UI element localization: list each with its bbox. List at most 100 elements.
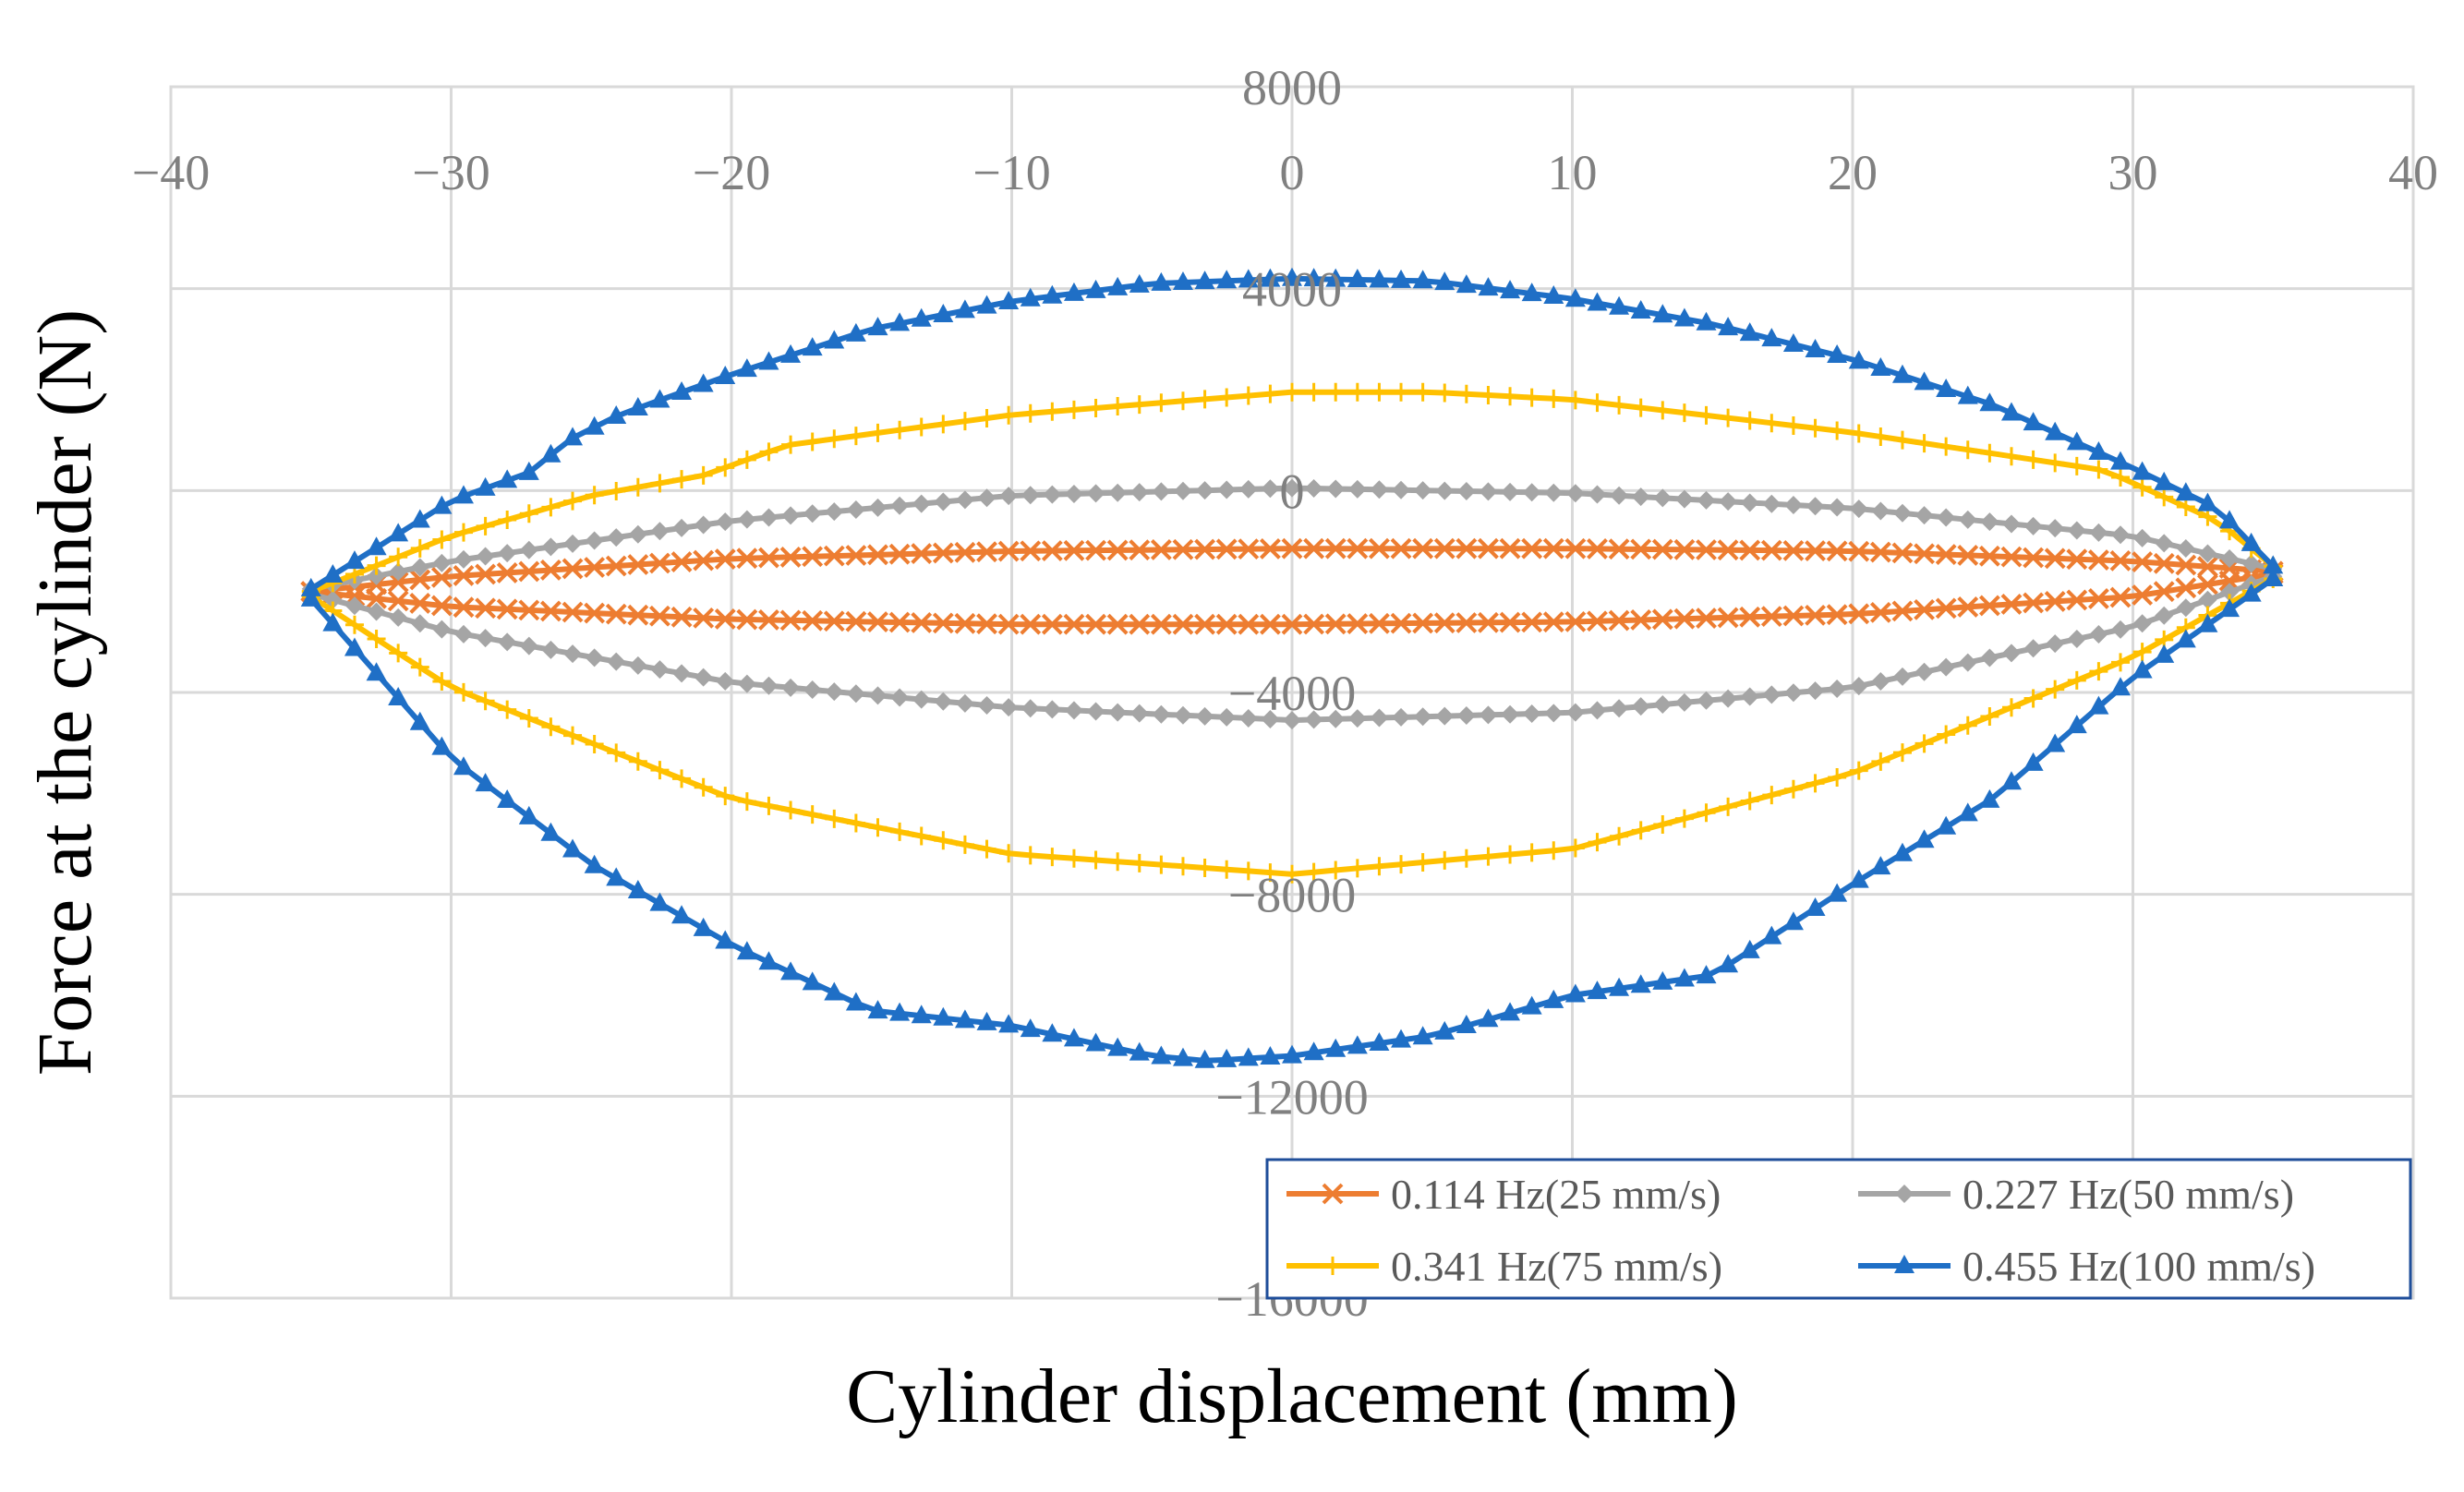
data-point	[2176, 538, 2195, 558]
data-point	[1630, 609, 1652, 631]
data-point	[1806, 497, 1825, 516]
data-point	[476, 629, 495, 648]
data-point	[1937, 657, 1956, 677]
data-point	[1783, 496, 1803, 515]
data-point	[2066, 715, 2087, 734]
data-point	[1303, 1041, 1324, 1061]
data-point	[1935, 544, 1957, 565]
data-point	[1761, 328, 1782, 347]
data-point	[1564, 288, 1586, 307]
data-point	[628, 656, 647, 675]
data-point	[1610, 486, 1629, 505]
data-point	[759, 676, 779, 695]
data-point	[802, 609, 824, 632]
legend-label: 0.227 Hz(50 mm/s)	[1963, 1171, 2294, 1218]
data-point	[1085, 1032, 1106, 1052]
data-point	[1500, 280, 1521, 299]
data-point	[1412, 270, 1433, 289]
data-point	[1501, 704, 1520, 724]
data-point	[1064, 701, 1083, 720]
data-point	[1979, 788, 2000, 808]
data-point	[2132, 584, 2154, 606]
data-point	[977, 488, 996, 508]
data-point	[716, 787, 735, 806]
data-point	[1500, 1002, 1521, 1021]
data-point	[453, 523, 473, 542]
x-tick-label: 20	[1828, 145, 1878, 200]
data-point	[432, 671, 452, 691]
data-point	[409, 569, 431, 591]
data-point	[496, 562, 518, 584]
data-point	[1587, 610, 1608, 632]
data-point	[1479, 482, 1498, 501]
data-point	[2176, 497, 2195, 516]
data-point	[779, 609, 802, 632]
data-point	[1588, 701, 1607, 720]
data-point	[584, 415, 605, 435]
data-point	[693, 373, 714, 392]
legend-label: 0.341 Hz(75 mm/s)	[1391, 1243, 1722, 1290]
data-point	[889, 312, 911, 331]
data-point	[1369, 537, 1390, 560]
data-point	[1740, 687, 1759, 706]
data-point	[803, 680, 822, 699]
data-point	[802, 971, 823, 991]
data-point	[1043, 402, 1062, 421]
data-point	[2089, 662, 2108, 681]
data-point	[868, 423, 888, 442]
data-point	[1653, 401, 1673, 420]
data-point	[1848, 603, 1870, 625]
data-point	[1869, 541, 1891, 563]
data-point	[976, 295, 997, 314]
tick-labels: −40 −30 −20 −10 0 10 20 30 40 8000 4000 0 −4000 −8000…	[132, 60, 2438, 1327]
data-point	[366, 536, 387, 556]
data-point	[672, 664, 692, 683]
data-point	[2197, 492, 2218, 511]
data-point	[1172, 538, 1194, 560]
data-point	[1151, 1045, 1172, 1065]
data-point	[1172, 613, 1194, 635]
data-point	[539, 600, 562, 622]
data-point	[1261, 384, 1280, 403]
data-point	[694, 777, 713, 797]
data-point	[1151, 271, 1172, 291]
data-point	[410, 558, 429, 577]
data-point	[1322, 1183, 1344, 1205]
data-point	[1369, 269, 1390, 288]
data-point	[1980, 443, 1999, 463]
series-layer	[300, 267, 2284, 1068]
data-point	[1674, 489, 1694, 509]
data-point	[607, 481, 626, 500]
data-point	[693, 549, 715, 572]
data-point	[2153, 552, 2175, 574]
x-tick-label: −10	[972, 145, 1050, 200]
data-point	[779, 546, 802, 568]
data-point	[1434, 271, 1455, 291]
data-point	[1937, 508, 1956, 527]
data-point	[1608, 538, 1630, 560]
data-point	[431, 495, 453, 514]
data-point	[845, 545, 867, 566]
data-point	[1631, 487, 1650, 507]
data-point	[1434, 1020, 1455, 1040]
data-point	[1435, 850, 1455, 870]
data-point	[1673, 307, 1695, 327]
data-point	[585, 648, 604, 668]
data-point	[344, 637, 365, 656]
data-point	[1958, 653, 1977, 672]
data-point	[2023, 689, 2043, 708]
data-point	[562, 838, 584, 858]
data-point	[300, 577, 321, 596]
data-point	[1326, 479, 1346, 499]
data-point	[933, 1006, 954, 1026]
data-point	[1238, 479, 1258, 499]
data-point	[2219, 598, 2241, 618]
data-point	[1653, 488, 1673, 508]
data-point	[1108, 397, 1128, 416]
data-point	[2110, 451, 2132, 470]
data-point	[1542, 611, 1564, 633]
data-point	[2198, 544, 2217, 563]
data-point	[1063, 282, 1084, 301]
data-point	[584, 854, 605, 873]
data-point	[1958, 510, 1977, 529]
